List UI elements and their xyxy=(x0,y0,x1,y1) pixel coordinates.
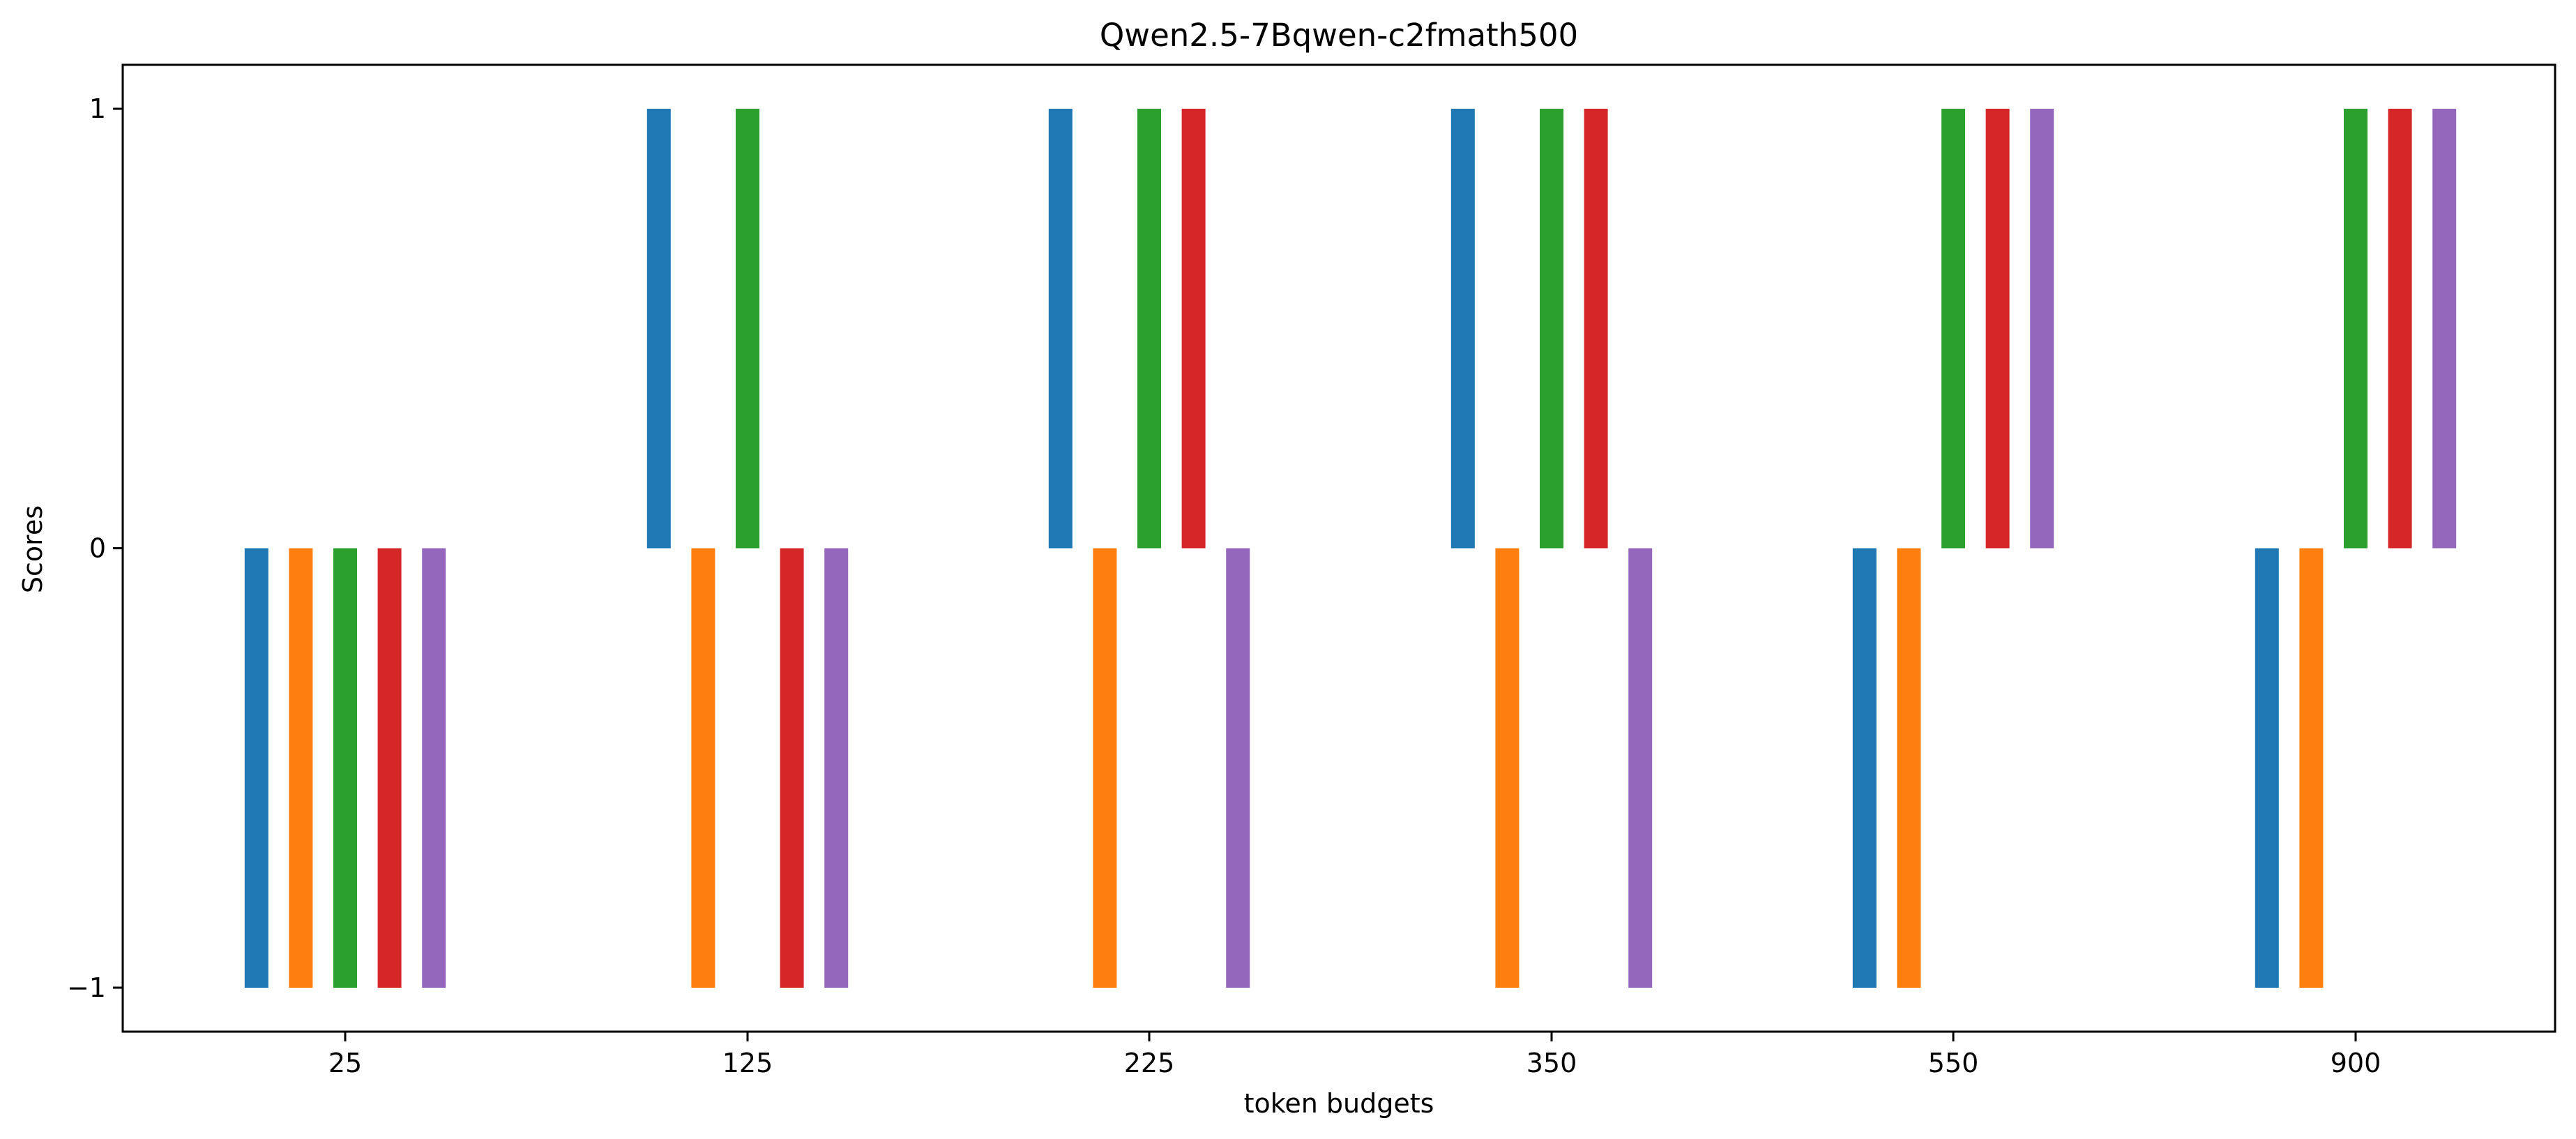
y-tick-label: 0 xyxy=(89,533,106,564)
bar-900-series-2 xyxy=(2299,548,2324,988)
bar-550-series-5 xyxy=(2030,109,2054,549)
plot-frame xyxy=(121,63,2556,1033)
x-tick-label: 225 xyxy=(1124,1048,1175,1078)
bar-25-series-2 xyxy=(289,548,313,988)
x-tick-label: 25 xyxy=(328,1048,362,1078)
bar-225-series-4 xyxy=(1181,109,1206,549)
x-tick-label: 350 xyxy=(1526,1048,1577,1078)
bar-900-series-4 xyxy=(2388,109,2412,549)
x-tick-label: 125 xyxy=(722,1048,773,1078)
y-tick-label: −1 xyxy=(67,972,106,1003)
bar-125-series-4 xyxy=(780,548,804,988)
y-axis-label: Scores xyxy=(17,505,48,593)
y-ticks-group: −1 0 1 xyxy=(67,93,123,1003)
bar-125-series-2 xyxy=(691,548,715,988)
bar-550-series-1 xyxy=(1852,548,1877,988)
bar-350-series-1 xyxy=(1450,109,1475,549)
bar-125-series-5 xyxy=(824,548,849,988)
bars-group xyxy=(244,109,2457,988)
bar-225-series-5 xyxy=(1226,548,1250,988)
bar-225-series-2 xyxy=(1093,548,1117,988)
bar-25-series-3 xyxy=(333,548,357,988)
bar-25-series-5 xyxy=(422,548,446,988)
bar-900-series-5 xyxy=(2432,109,2457,549)
bar-350-series-2 xyxy=(1495,548,1520,988)
bar-550-series-4 xyxy=(1985,109,2010,549)
bar-900-series-1 xyxy=(2255,548,2279,988)
bar-900-series-3 xyxy=(2344,109,2367,549)
bar-350-series-3 xyxy=(1540,109,1563,549)
bar-225-series-1 xyxy=(1048,109,1073,549)
bar-125-series-3 xyxy=(736,109,759,549)
bar-550-series-2 xyxy=(1897,548,1921,988)
bar-125-series-1 xyxy=(646,109,671,549)
x-ticks-group: 25 125 225 350 550 900 xyxy=(328,1032,2381,1078)
bar-350-series-5 xyxy=(1628,548,1653,988)
bar-550-series-3 xyxy=(1941,109,1965,549)
x-axis-label: token budgets xyxy=(1244,1088,1434,1119)
bar-25-series-1 xyxy=(244,548,268,988)
bar-350-series-4 xyxy=(1584,109,1608,549)
chart-title: Qwen2.5-7Bqwen-c2fmath500 xyxy=(1100,17,1578,54)
x-tick-label: 900 xyxy=(2331,1048,2381,1078)
bar-25-series-4 xyxy=(377,548,402,988)
x-tick-label: 550 xyxy=(1928,1048,1979,1078)
bar-225-series-3 xyxy=(1137,109,1161,549)
y-tick-label: 1 xyxy=(89,93,106,124)
